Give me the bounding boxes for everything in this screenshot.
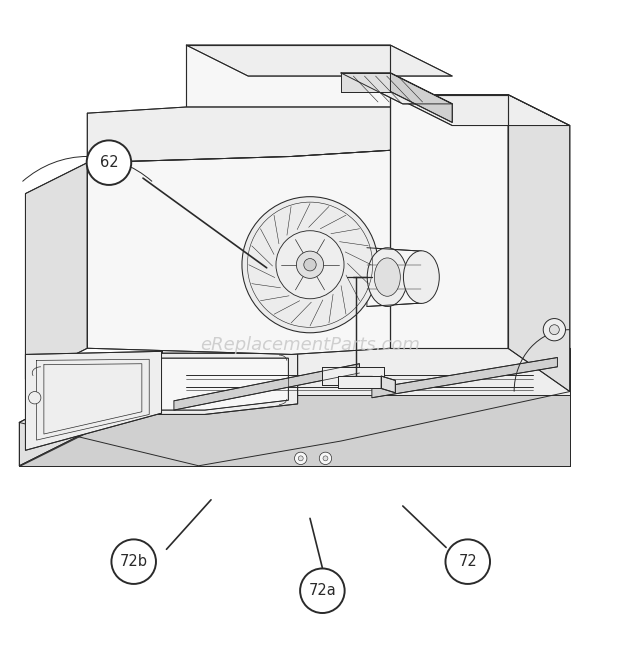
- Circle shape: [112, 540, 156, 584]
- Text: 62: 62: [100, 155, 118, 170]
- Ellipse shape: [374, 258, 401, 296]
- Circle shape: [296, 251, 324, 278]
- Ellipse shape: [404, 251, 440, 303]
- Polygon shape: [87, 150, 391, 355]
- Polygon shape: [25, 162, 87, 379]
- Polygon shape: [372, 358, 557, 398]
- Polygon shape: [391, 73, 452, 122]
- Circle shape: [294, 452, 307, 465]
- Polygon shape: [19, 348, 570, 466]
- Polygon shape: [391, 94, 570, 126]
- Circle shape: [330, 204, 345, 219]
- Polygon shape: [322, 367, 384, 386]
- Polygon shape: [174, 364, 360, 410]
- Circle shape: [276, 231, 344, 299]
- Polygon shape: [508, 94, 570, 391]
- Polygon shape: [338, 376, 381, 388]
- Polygon shape: [25, 351, 162, 450]
- Polygon shape: [341, 73, 391, 91]
- Text: 72a: 72a: [309, 583, 336, 598]
- Polygon shape: [186, 45, 452, 76]
- Polygon shape: [41, 358, 288, 410]
- Polygon shape: [186, 45, 391, 348]
- Circle shape: [304, 259, 316, 271]
- Polygon shape: [19, 348, 162, 466]
- Polygon shape: [367, 248, 422, 307]
- Circle shape: [446, 540, 490, 584]
- Circle shape: [300, 569, 345, 613]
- Polygon shape: [341, 73, 452, 104]
- Text: 72: 72: [458, 554, 477, 569]
- Polygon shape: [32, 353, 298, 415]
- Polygon shape: [19, 395, 570, 466]
- Circle shape: [242, 197, 378, 333]
- Circle shape: [319, 452, 332, 465]
- Polygon shape: [87, 107, 391, 162]
- Circle shape: [549, 325, 559, 334]
- Ellipse shape: [367, 248, 407, 307]
- Circle shape: [87, 140, 131, 185]
- Text: 72b: 72b: [120, 554, 148, 569]
- Circle shape: [298, 456, 303, 461]
- Text: eReplacementParts.com: eReplacementParts.com: [200, 336, 420, 354]
- Circle shape: [543, 318, 565, 341]
- Polygon shape: [391, 94, 508, 348]
- Circle shape: [323, 456, 328, 461]
- Polygon shape: [162, 348, 570, 395]
- Polygon shape: [381, 376, 396, 393]
- Circle shape: [29, 391, 41, 404]
